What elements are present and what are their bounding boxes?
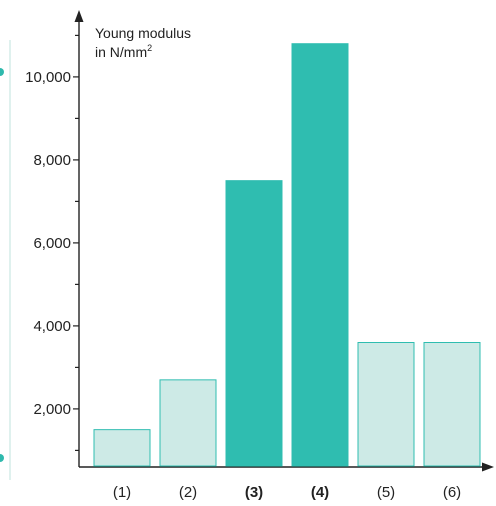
- bar-6: [423, 342, 481, 467]
- bar-4: [291, 43, 349, 467]
- bars: [93, 43, 481, 467]
- y-axis-title-unit: in N/mm: [95, 44, 147, 60]
- y-axis-title-line1: Young modulus: [95, 25, 191, 41]
- y-tick-label: 2,000: [33, 401, 71, 418]
- x-category-label-2: (2): [179, 484, 197, 501]
- y-axis-title-line2: in N/mm2: [95, 43, 152, 60]
- x-axis-arrow: [482, 462, 494, 472]
- bar-2: [159, 379, 217, 467]
- x-category-label-5: (5): [377, 484, 395, 501]
- x-category-label-1: (1): [113, 484, 131, 501]
- x-category-label-3: (3): [245, 484, 263, 501]
- x-axis-labels: (1) (2) (3) (4) (5) (6): [113, 484, 461, 501]
- y-tick-label: 6,000: [33, 235, 71, 252]
- left-edge-dot-top: [0, 68, 4, 76]
- left-edge-dot-bottom: [0, 454, 4, 462]
- bar-5: [357, 342, 415, 467]
- y-tick-label: 8,000: [33, 152, 71, 169]
- bar-3: [225, 180, 283, 467]
- x-category-label-4: (4): [311, 484, 329, 501]
- y-axis-ticks: 2,000 4,000 6,000 8,000 10,000: [25, 34, 79, 451]
- bar-1: [93, 429, 151, 467]
- y-axis-title-superscript: 2: [147, 43, 152, 53]
- y-tick-label: 4,000: [33, 318, 71, 335]
- x-category-label-6: (6): [443, 484, 461, 501]
- y-axis-arrow: [74, 10, 84, 22]
- y-tick-label: 10,000: [25, 69, 71, 86]
